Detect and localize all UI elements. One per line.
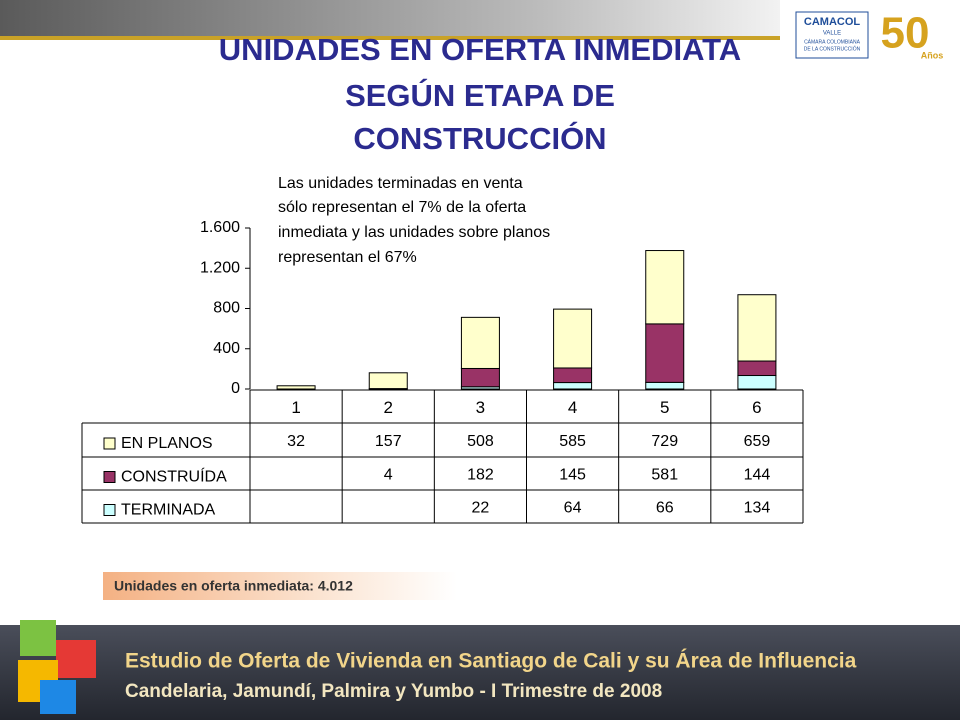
x-tick-label: 4	[568, 398, 577, 417]
logo-50: 50	[881, 9, 930, 58]
bar-segment	[276, 385, 316, 390]
puzzle-icon	[18, 620, 96, 714]
table-value: 144	[744, 467, 771, 484]
table-value: 182	[467, 467, 494, 484]
bar-segment	[460, 367, 500, 388]
chart: 0 400 800 1.200 1.600 1 2 3 4 5 6 EN PLANOS 32 157 508…	[81, 219, 804, 524]
table-value: 508	[467, 433, 494, 450]
table-value: 581	[651, 467, 678, 484]
summary-box	[103, 572, 457, 600]
title-line: CONSTRUCCIÓN	[353, 120, 606, 156]
y-tick-label: 0	[231, 380, 240, 397]
table-value: 585	[559, 433, 586, 450]
x-tick-label: 5	[660, 398, 669, 417]
y-tick-label: 1.600	[200, 219, 240, 236]
top-line	[0, 36, 780, 40]
annotation-line: Las unidades terminadas en venta	[278, 175, 523, 192]
logo-box	[795, 11, 869, 59]
annotation-line: inmediata y las unidades sobre planos	[278, 224, 550, 241]
x-tick-label: 6	[752, 398, 761, 417]
bar-segment	[553, 367, 593, 384]
y-tick-label: 800	[213, 300, 240, 317]
x-tick-label: 1	[291, 398, 300, 417]
banner-line: Estudio de Oferta de Vivienda en Santiag…	[125, 650, 857, 673]
legend-label: CONSTRUÍDA	[121, 467, 227, 486]
top-strip	[0, 0, 780, 36]
bar-segment	[553, 308, 593, 369]
table-value: 4	[384, 467, 393, 484]
bar-segment	[460, 316, 500, 369]
table-value: 32	[287, 433, 305, 450]
summary: Unidades en oferta inmediata: 4.012	[114, 578, 353, 594]
logo-sub: DE LA CONSTRUCCIÓN	[804, 45, 861, 52]
table-value: 22	[472, 500, 490, 517]
y-tick-label: 400	[213, 340, 240, 357]
annotation-line: sólo representan el 7% de la oferta	[278, 199, 526, 216]
bar-segment	[553, 382, 593, 390]
x-tick-label: 3	[476, 398, 485, 417]
legend-swatch	[103, 471, 116, 483]
table-value: 145	[559, 467, 586, 484]
title-line: UNIDADES EN OFERTA INMEDIATA	[219, 32, 741, 67]
bar-segment	[368, 372, 408, 390]
puzzle-piece	[56, 640, 96, 678]
puzzle-piece	[40, 680, 76, 714]
bar-segment	[737, 375, 777, 390]
x-tick-label: 2	[384, 398, 393, 417]
table-value: 659	[744, 433, 771, 450]
logo-years: Años	[921, 50, 944, 60]
logo-sub: CÁMARA COLOMBIANA	[804, 38, 861, 45]
legend-swatch	[103, 504, 116, 516]
bar-segment	[737, 294, 777, 362]
bar-segment	[737, 360, 777, 377]
logo-region: VALLE	[823, 31, 841, 37]
bottom-banner	[0, 625, 960, 720]
logo-name: CAMACOL	[804, 16, 860, 28]
legend-label: TERMINADA	[121, 502, 216, 519]
table-value: 157	[375, 433, 402, 450]
bar-segment	[645, 323, 685, 383]
table-value: 64	[564, 500, 582, 517]
title: UNIDADES EN OFERTA INMEDIATA SEGÚN ETAPA…	[219, 32, 741, 156]
y-tick-label: 1.200	[200, 259, 240, 276]
legend-label: EN PLANOS	[121, 435, 213, 452]
bar-segment	[645, 250, 685, 325]
annotation: Las unidades terminadas en venta sólo re…	[278, 175, 550, 266]
title-line: SEGÚN ETAPA DE	[345, 77, 615, 113]
bar-segment	[645, 381, 685, 390]
table-value: 66	[656, 500, 674, 517]
logo: CAMACOL VALLE CÁMARA COLOMBIANA DE LA CO…	[795, 9, 944, 60]
legend-swatch	[103, 437, 116, 450]
table-value: 729	[651, 433, 678, 450]
puzzle-piece	[20, 620, 56, 656]
banner-line: Candelaria, Jamundí, Palmira y Yumbo - I…	[125, 681, 662, 702]
table-value: 134	[744, 500, 771, 517]
annotation-line: representan el 67%	[278, 249, 417, 266]
